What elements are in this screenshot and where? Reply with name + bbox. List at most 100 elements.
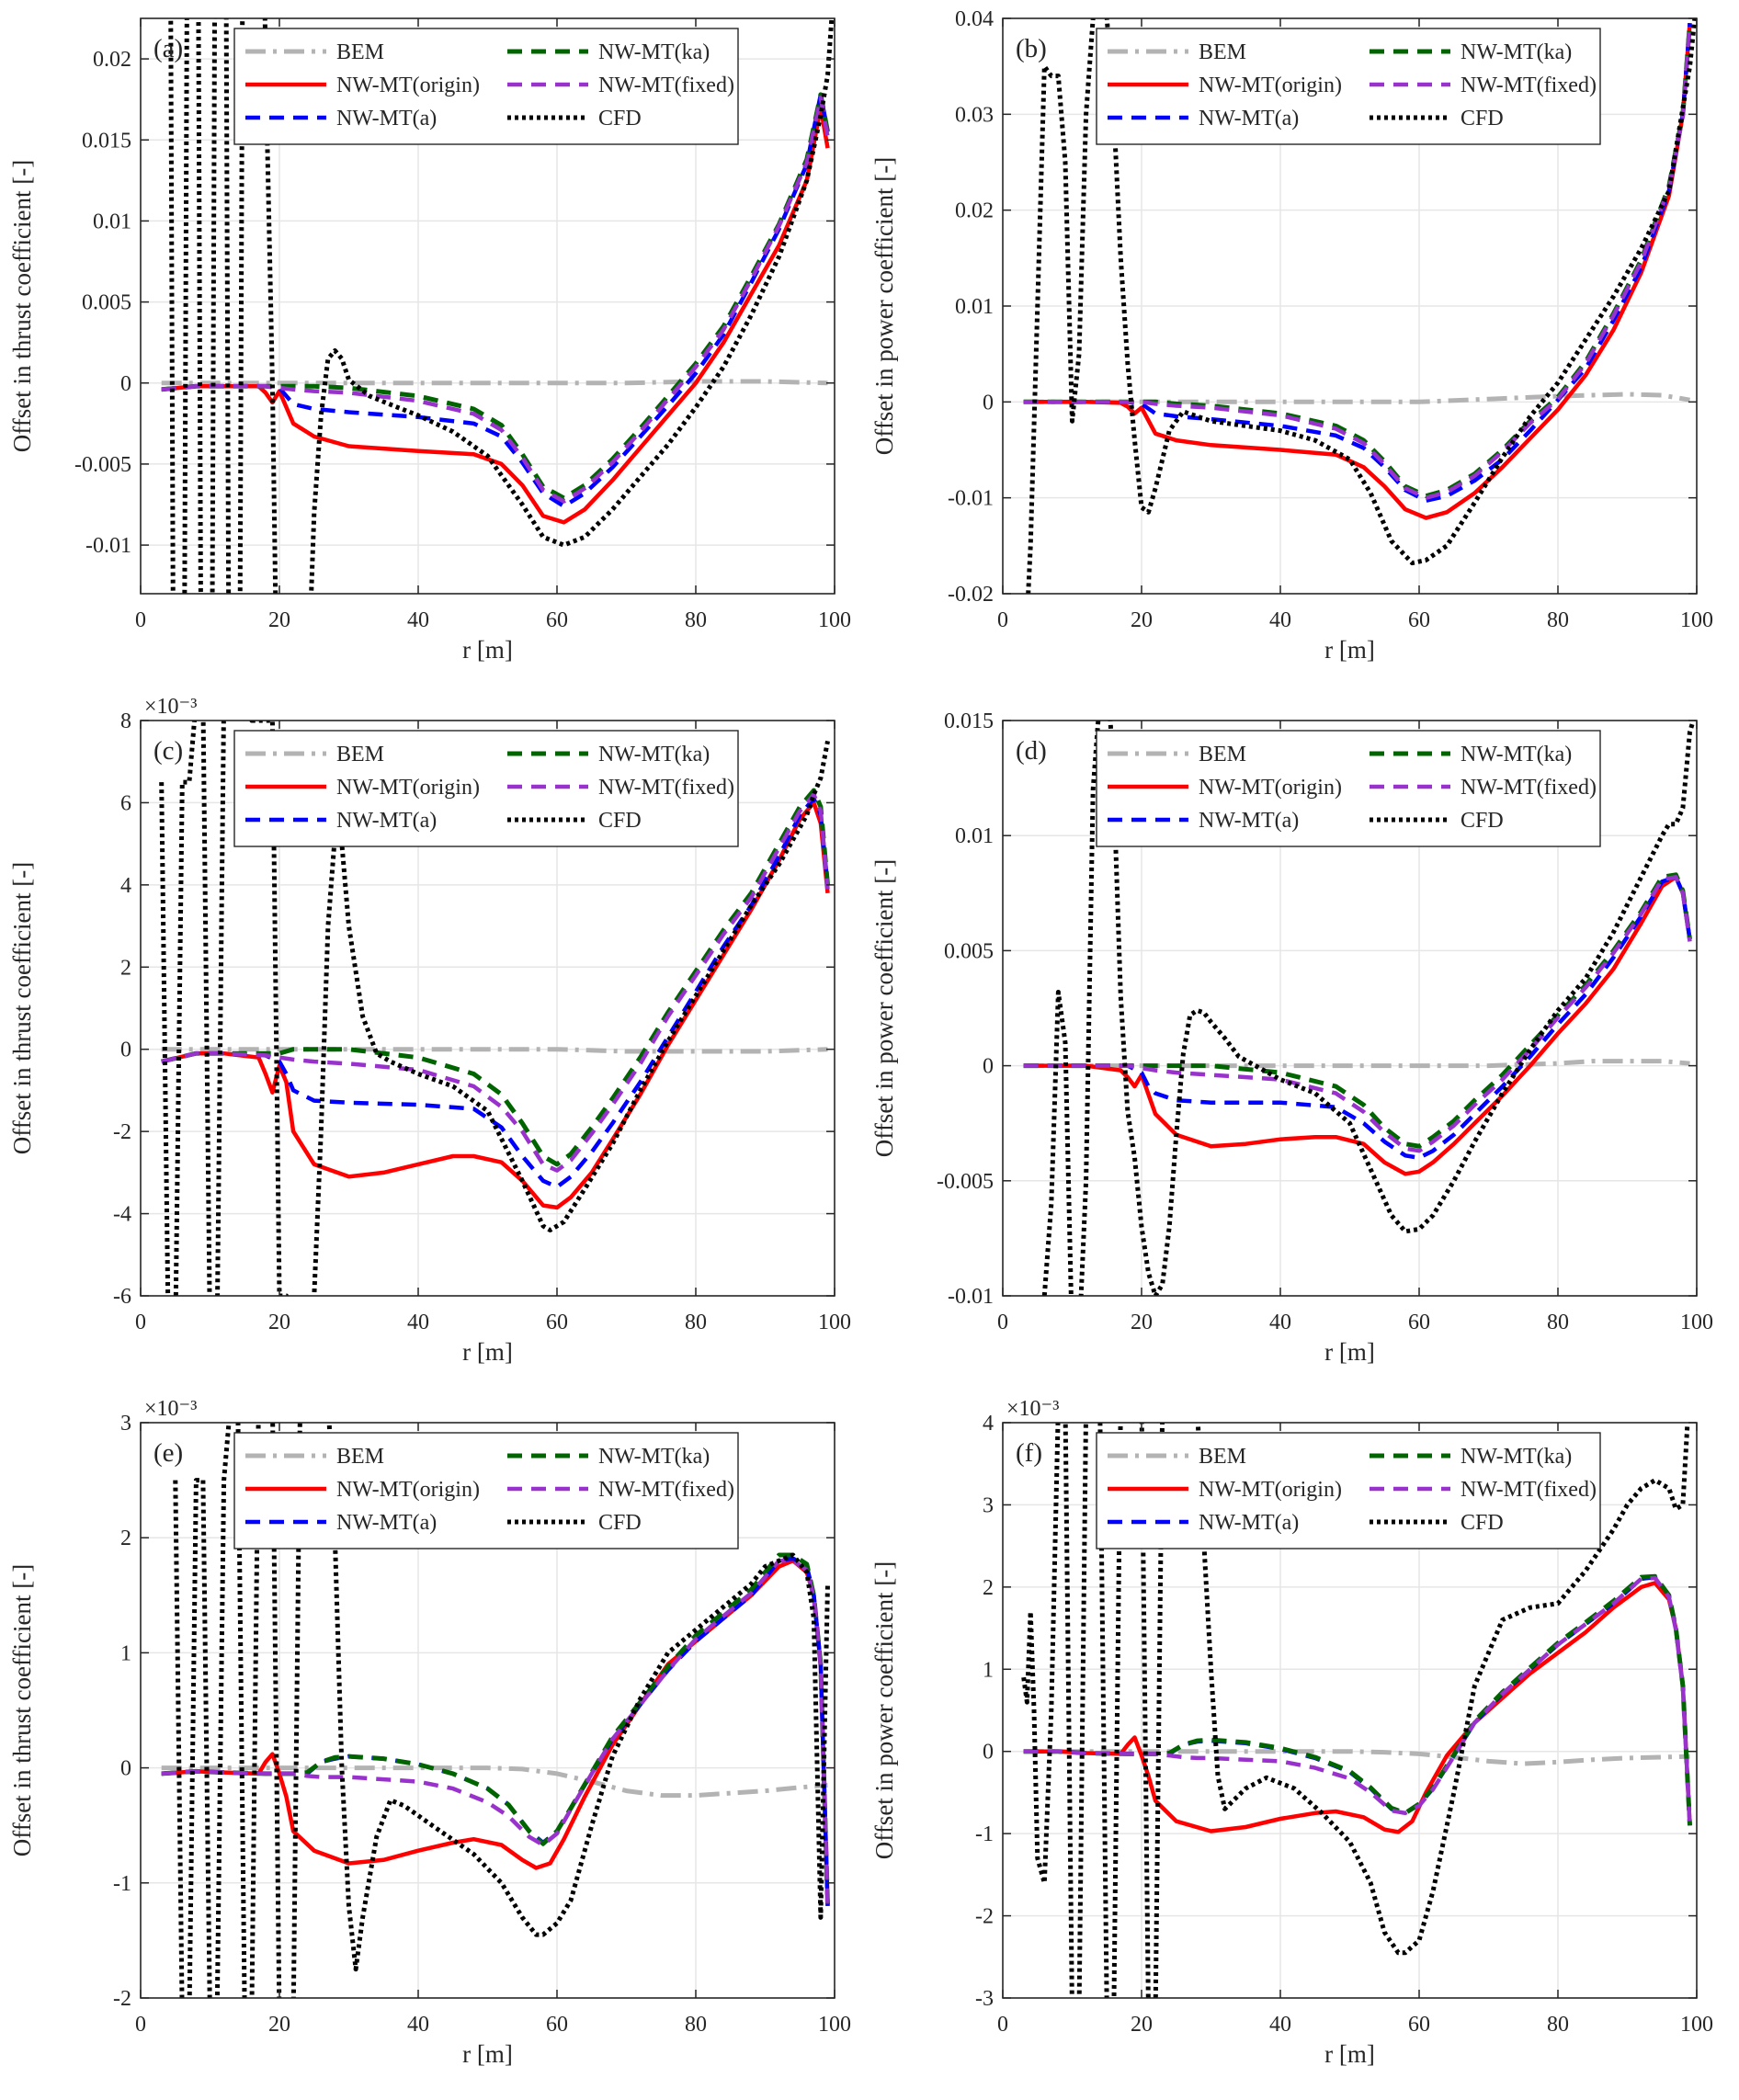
x-tick-label: 100 [818, 1311, 851, 1334]
series-line-bem [161, 1765, 828, 1799]
series-line-nw-mt-a [161, 92, 830, 509]
y-axis-label: Offset in power coefficient [-] [870, 1561, 898, 1859]
y-tick-label: 0.01 [93, 210, 131, 233]
series-line-nw-mt-a [1023, 875, 1692, 1161]
legend-label-nw-mt-ka: NW-MT(ka) [598, 743, 710, 766]
y-tick-label: 0.02 [93, 48, 131, 72]
series-line-bem [161, 1047, 828, 1054]
x-axis-label: r [m] [1324, 1338, 1375, 1366]
y-tick-label: -6 [113, 1285, 131, 1309]
panel-a: 0 20 40 60 80 100 -0.01 -0.005 0 0.005 0.01 0.015 0.… [8, 17, 851, 664]
x-axis-label: r [m] [462, 636, 513, 664]
series-line-bem [1023, 1059, 1690, 1069]
y-tick-label: -0.02 [948, 583, 994, 607]
y-exponent-label: ×10⁻³ [1006, 1397, 1059, 1421]
x-tick-label: 20 [1131, 608, 1153, 632]
series-group [159, 721, 830, 1296]
y-tick-label: -2 [975, 1905, 994, 1929]
y-tick-label: 0.02 [955, 199, 994, 223]
legend-label-nw-mt-a: NW-MT(a) [1199, 107, 1299, 131]
x-tick-label: 40 [407, 1311, 429, 1334]
x-tick-label: 60 [546, 2013, 568, 2037]
x-tick-label: 20 [1131, 1311, 1153, 1334]
x-tick-label: 40 [407, 2013, 429, 2037]
legend-label-cfd: CFD [1461, 1511, 1504, 1535]
y-tick-label: -4 [113, 1203, 131, 1227]
y-tick-label: -3 [975, 1987, 994, 2011]
legend-label-nw-mt-fixed: NW-MT(fixed) [598, 1478, 734, 1502]
panel-label: (b) [1016, 34, 1047, 63]
x-tick-label: 60 [1408, 1311, 1430, 1334]
legend: BEM NW-MT(origin) NW-MT(a) NW-MT(ka) NW-MT(f… [1096, 730, 1601, 847]
y-tick-label: 0.03 [955, 103, 994, 127]
x-tick-label: 40 [407, 608, 429, 632]
x-tick-label: 60 [1408, 2013, 1430, 2037]
series-line-nw-mt-origin [1023, 875, 1692, 1176]
y-axis-label: Offset in thrust coefficient [-] [8, 160, 36, 452]
y-tick-label: -0.005 [74, 453, 131, 477]
y-tick-label: 0.005 [82, 291, 131, 315]
legend-label-bem: BEM [336, 743, 384, 766]
legend-label-nw-mt-ka: NW-MT(ka) [598, 40, 710, 64]
legend-label-bem: BEM [1199, 1445, 1246, 1469]
y-tick-label: 3 [983, 1493, 994, 1517]
series-line-nw-mt-origin [1023, 1581, 1692, 1834]
legend-label-nw-mt-fixed: NW-MT(fixed) [1461, 74, 1597, 97]
legend-label-nw-mt-ka: NW-MT(ka) [1461, 40, 1572, 64]
series-line-nw-mt-fixed [161, 96, 830, 504]
x-tick-label: 40 [1269, 1311, 1291, 1334]
series-group [161, 18, 835, 594]
x-tick-label: 0 [997, 608, 1008, 632]
legend-label-bem: BEM [336, 40, 384, 64]
legend-label-nw-mt-origin: NW-MT(origin) [1199, 74, 1342, 97]
y-tick-label: -2 [113, 1120, 131, 1144]
x-tick-label: 100 [818, 2013, 851, 2037]
legend-label-nw-mt-ka: NW-MT(ka) [598, 1445, 710, 1469]
x-tick-label: 0 [997, 2013, 1008, 2037]
legend-label-nw-mt-a: NW-MT(a) [336, 107, 437, 131]
x-tick-label: 80 [685, 608, 707, 632]
legend-label-nw-mt-a: NW-MT(a) [1199, 1511, 1299, 1535]
y-tick-label: 0.01 [955, 824, 994, 848]
legend-label-nw-mt-origin: NW-MT(origin) [1199, 1478, 1342, 1502]
legend-label-nw-mt-fixed: NW-MT(fixed) [1461, 776, 1597, 800]
series-line-cfd [1041, 721, 1696, 1296]
y-tick-label: 2 [120, 956, 131, 980]
x-tick-label: 100 [818, 608, 851, 632]
x-tick-label: 100 [1680, 608, 1713, 632]
y-tick-label: 1 [120, 1641, 131, 1665]
legend-label-bem: BEM [1199, 743, 1246, 766]
x-tick-label: 80 [1547, 608, 1569, 632]
x-axis-label: r [m] [462, 2040, 513, 2068]
y-tick-label: 0 [983, 391, 994, 414]
x-axis-label: r [m] [1324, 636, 1375, 664]
series-line-nw-mt-fixed [161, 792, 830, 1173]
panel-label: (c) [153, 736, 183, 766]
y-tick-label: -0.01 [948, 487, 994, 511]
panel-b: 0 20 40 60 80 100 -0.02 -0.01 0 0.01 0.02 0.03 0.04 r… [870, 7, 1713, 664]
x-tick-label: 0 [135, 1311, 146, 1334]
y-tick-label: 0.015 [82, 129, 131, 153]
x-tick-label: 60 [1408, 608, 1430, 632]
y-tick-label: 6 [120, 791, 131, 815]
y-tick-label: 0.005 [944, 939, 994, 963]
legend-label-bem: BEM [1199, 40, 1246, 64]
series-line-nw-mt-fixed [1023, 1575, 1692, 1826]
legend-label-nw-mt-origin: NW-MT(origin) [336, 74, 480, 97]
series-line-nw-mt-fixed [1023, 23, 1692, 500]
series-line-nw-mt-fixed [1023, 875, 1692, 1153]
axes-box [140, 1422, 835, 1999]
legend-label-nw-mt-ka: NW-MT(ka) [1461, 1445, 1572, 1469]
panel-label: (a) [153, 34, 183, 63]
legend-label-nw-mt-fixed: NW-MT(fixed) [598, 74, 734, 97]
x-tick-label: 20 [268, 1311, 290, 1334]
series-line-nw-mt-origin [161, 800, 830, 1210]
y-tick-label: 0 [120, 1757, 131, 1781]
legend-label-nw-mt-a: NW-MT(a) [336, 809, 437, 833]
panel-e: 0 20 40 60 80 100 -2 -1 0 1 2 3 ×10⁻³ r [m] Offset in … [8, 1397, 851, 2068]
legend: BEM NW-MT(origin) NW-MT(a) NW-MT(ka) NW-MT(f… [233, 28, 739, 145]
series-line-nw-mt-origin [161, 105, 830, 525]
x-tick-label: 100 [1680, 1311, 1713, 1334]
series-line-cfd [173, 1423, 830, 1998]
